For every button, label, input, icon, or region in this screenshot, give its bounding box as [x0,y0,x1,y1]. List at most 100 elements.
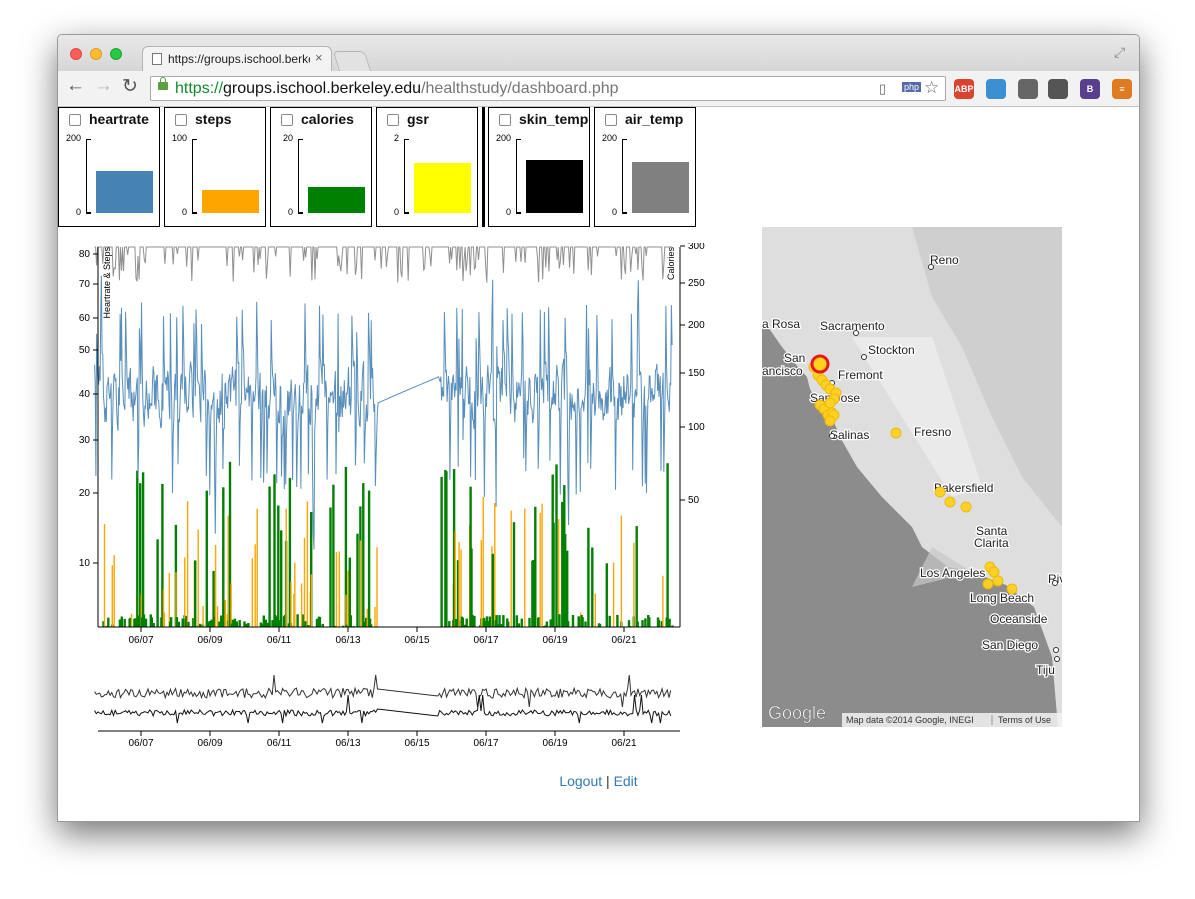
back-button[interactable]: ← [66,75,85,96]
location-marker[interactable] [960,501,972,513]
steps-bar [310,574,312,627]
bookmark-star-icon[interactable]: ☆ [924,78,940,97]
location-marker[interactable] [1006,583,1018,595]
map-city-label: Sacramento [820,319,885,333]
close-window-button[interactable] [70,48,82,60]
sensor-checkbox-gsr[interactable] [387,114,399,126]
calories-bar [515,615,519,627]
sensor-checkbox-steps[interactable] [175,114,187,126]
sensor-checkbox-skin_temp[interactable] [499,114,511,126]
calories-bar [194,560,197,627]
location-marker[interactable] [992,575,1004,587]
map-city-label: Santa [976,524,1008,538]
location-map[interactable]: Reno Sacramento Stockton San ancisco Fremont S… [762,227,1062,727]
sensor-axis [298,139,303,213]
location-marker-current[interactable] [810,354,830,374]
steps-bar [285,508,287,627]
steps-bar [226,613,228,627]
extension-icon[interactable]: B [1080,79,1100,99]
page-content: heartrate 200 0 steps 100 0 calories 20 0 gsr 2 0 sk… [58,107,1139,821]
php-extension-icon[interactable]: php [902,82,922,92]
context-chart[interactable]: 06/07 06/09 06/11 06/13 06/15 06/17 06/19 06/21 [94,674,680,749]
calories-bar [555,464,558,627]
sensor-axis-max: 200 [495,133,511,143]
location-marker[interactable] [824,415,836,427]
y-tick-label: 30 [79,435,91,446]
extension-icon[interactable] [1048,79,1068,99]
browser-tab[interactable]: https://groups.ischool.berkeley.edu × [142,46,332,71]
extension-icon[interactable] [986,79,1006,99]
calories-bar [161,483,164,627]
steps-bar [216,606,219,627]
url-text[interactable]: https://groups.ischool.berkeley.edu/heal… [175,80,619,98]
browser-window: https://groups.ischool.berkeley.edu × ⤢ … [57,34,1140,822]
title-bar: https://groups.ischool.berkeley.edu × ⤢ [58,35,1139,72]
calories-bar [666,463,669,627]
calories-bar [302,614,305,627]
extension-icon[interactable]: ABP [954,79,974,99]
lock-icon [158,77,168,90]
location-marker[interactable] [982,578,994,590]
terms-of-use-link[interactable]: Terms of Use [998,715,1051,725]
extension-icon[interactable] [1018,79,1038,99]
x-tick-label: 06/11 [267,635,292,646]
sensor-group-divider [482,107,485,227]
location-marker[interactable] [890,427,902,439]
steps-bar [306,501,309,627]
calories-bar [177,621,180,627]
steps-bar [376,547,378,627]
calories-bar [587,527,590,627]
calories-bar [608,615,611,627]
calories-bar [175,617,179,627]
calories-bar [278,620,281,627]
mobile-view-icon[interactable]: ▯ [879,81,887,96]
calories-bar [605,563,608,627]
calories-bar [532,560,535,627]
sensor-checkbox-calories[interactable] [281,114,293,126]
steps-bar [294,562,296,627]
minimize-window-button[interactable] [90,48,102,60]
forward-button[interactable]: → [94,75,113,96]
y-tick-label: 10 [79,558,91,569]
fullscreen-icon[interactable]: ⤢ [1114,44,1126,60]
address-bar[interactable]: https://groups.ischool.berkeley.edu/heal… [150,76,946,101]
steps-bar [338,551,340,627]
maximize-window-button[interactable] [110,48,122,60]
url-scheme: https:// [175,80,224,97]
sensor-baseline [192,213,197,214]
new-tab-button[interactable] [332,51,372,72]
sensor-bar-gsr [414,163,471,213]
location-marker[interactable] [824,397,836,409]
chart-axes: 10 20 30 40 50 60 70 80 50 100 150 200 250 300 06/07 06… [79,243,705,646]
tab-close-icon[interactable]: × [315,50,323,65]
footer-links: Logout | Edit [58,773,1139,789]
calories-bar [245,623,248,627]
location-marker[interactable] [944,496,956,508]
steps-bar [293,593,295,627]
location-marker[interactable] [934,486,946,498]
calories-bar [222,487,225,627]
x-tick-label: 06/19 [542,635,567,646]
calories-bar [141,472,145,627]
steps-bar [345,594,347,627]
steps-bar [140,594,142,627]
steps-bar [197,529,199,627]
activity-bars [102,461,674,627]
sensor-checkbox-heartrate[interactable] [69,114,81,126]
sensor-bar-steps [202,190,259,213]
x-tick-label: 06/09 [197,635,222,646]
url-host: groups.ischool.berkeley.edu [223,80,422,97]
steps-bar [103,524,106,627]
map-city-label: Long Beach [970,591,1034,605]
calories-bar [488,616,492,627]
reload-button[interactable]: ↻ [122,76,138,97]
calories-bar [152,623,155,627]
extension-icon[interactable]: ≡ [1112,79,1132,99]
edit-link[interactable]: Edit [613,773,638,789]
logout-link[interactable]: Logout [559,773,603,789]
location-marker[interactable] [988,566,1000,578]
sensor-bar-air_temp [632,162,689,213]
sensor-checkbox-air_temp[interactable] [605,114,617,126]
